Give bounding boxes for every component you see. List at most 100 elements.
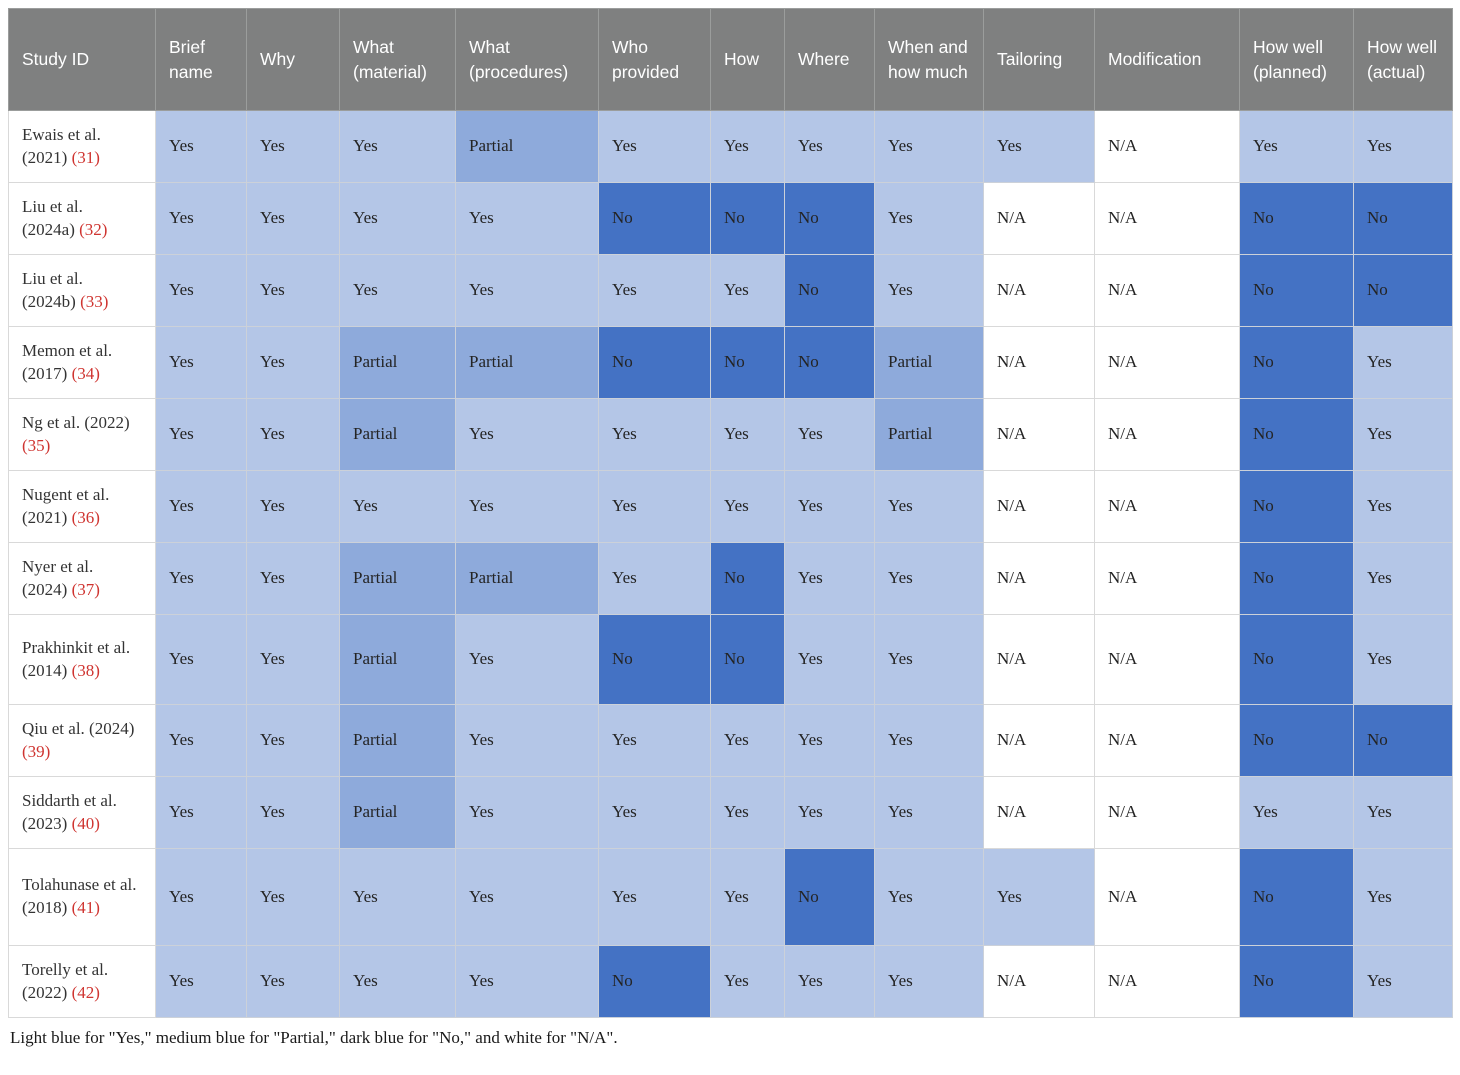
study-id-cell: Torelly et al. (2022) (42) <box>8 945 156 1018</box>
checklist-cell: Yes <box>246 182 340 255</box>
checklist-cell: Yes <box>874 776 984 849</box>
checklist-cell: Yes <box>155 110 247 183</box>
citation-number: (42) <box>71 982 100 1002</box>
study-id-cell: Memon et al. (2017) (34) <box>8 326 156 399</box>
column-header: Where <box>784 8 875 111</box>
study-name: Liu et al. (2024a) <box>22 196 83 239</box>
checklist-cell: N/A <box>983 254 1095 327</box>
checklist-cell: No <box>1353 254 1453 327</box>
table-row: Torelly et al. (2022) (42) Yes Yes Yes Yes No… <box>8 945 1453 1018</box>
checklist-cell: No <box>1239 326 1354 399</box>
table-row: Liu et al. (2024a) (32) Yes Yes Yes Yes No No N… <box>8 182 1453 255</box>
checklist-cell: Yes <box>155 614 247 705</box>
checklist-cell: N/A <box>1094 704 1240 777</box>
checklist-cell: Yes <box>983 110 1095 183</box>
checklist-cell: Yes <box>710 110 785 183</box>
checklist-cell: N/A <box>1094 182 1240 255</box>
checklist-cell: Yes <box>784 470 875 543</box>
checklist-cell: N/A <box>1094 398 1240 471</box>
checklist-cell: No <box>1239 848 1354 946</box>
checklist-cell: Yes <box>246 614 340 705</box>
study-name: Prakhinkit et al. (2014) <box>22 637 131 680</box>
column-header: Modification <box>1094 8 1240 111</box>
checklist-cell: Yes <box>246 254 340 327</box>
checklist-cell: N/A <box>983 470 1095 543</box>
column-header: What (material) <box>339 8 456 111</box>
checklist-cell: Yes <box>1239 110 1354 183</box>
checklist-cell: Partial <box>455 110 599 183</box>
study-id-cell: Ng et al. (2022) (35) <box>8 398 156 471</box>
checklist-cell: Yes <box>598 848 711 946</box>
checklist-cell: No <box>784 848 875 946</box>
checklist-cell: Yes <box>155 776 247 849</box>
citation-number: (40) <box>71 813 100 833</box>
checklist-cell: Yes <box>784 776 875 849</box>
checklist-cell: Yes <box>339 848 456 946</box>
column-header: Brief name <box>155 8 247 111</box>
checklist-cell: N/A <box>983 182 1095 255</box>
checklist-cell: No <box>710 614 785 705</box>
citation-number: (38) <box>71 660 100 680</box>
study-name: Tolahunase et al. (2018) <box>22 875 137 917</box>
checklist-cell: N/A <box>1094 254 1240 327</box>
checklist-cell: Yes <box>155 848 247 946</box>
checklist-cell: Yes <box>710 254 785 327</box>
checklist-cell: Yes <box>874 945 984 1018</box>
checklist-cell: Yes <box>1239 776 1354 849</box>
checklist-cell: Yes <box>874 704 984 777</box>
checklist-cell: Yes <box>1353 326 1453 399</box>
study-id-cell: Prakhinkit et al. (2014) (38) <box>8 614 156 705</box>
column-header: Tailoring <box>983 8 1095 111</box>
checklist-cell: No <box>710 182 785 255</box>
checklist-cell: Yes <box>246 945 340 1018</box>
checklist-cell: Yes <box>1353 776 1453 849</box>
study-id-cell: Siddarth et al. (2023) (40) <box>8 776 156 849</box>
checklist-cell: Yes <box>155 398 247 471</box>
checklist-cell: No <box>710 326 785 399</box>
checklist-cell: Yes <box>155 704 247 777</box>
study-id-cell: Liu et al. (2024b) (33) <box>8 254 156 327</box>
checklist-cell: No <box>1239 704 1354 777</box>
checklist-cell: Yes <box>874 542 984 615</box>
checklist-cell: N/A <box>1094 542 1240 615</box>
checklist-cell: Yes <box>455 470 599 543</box>
checklist-cell: Yes <box>246 542 340 615</box>
table-row: Qiu et al. (2024) (39) Yes Yes Partial Yes Ye… <box>8 704 1453 777</box>
checklist-cell: No <box>710 542 785 615</box>
checklist-cell: N/A <box>983 776 1095 849</box>
checklist-cell: Yes <box>455 614 599 705</box>
checklist-cell: No <box>1353 182 1453 255</box>
checklist-cell: No <box>598 614 711 705</box>
checklist-cell: Yes <box>710 848 785 946</box>
checklist-cell: Yes <box>710 945 785 1018</box>
checklist-cell: Yes <box>710 470 785 543</box>
table-row: Tolahunase et al. (2018) (41) Yes Yes Yes Ye… <box>8 848 1453 946</box>
checklist-cell: Partial <box>339 704 456 777</box>
checklist-cell: Yes <box>983 848 1095 946</box>
checklist-cell: Partial <box>455 542 599 615</box>
checklist-cell: Yes <box>246 398 340 471</box>
checklist-cell: Yes <box>874 110 984 183</box>
column-header: What (procedures) <box>455 8 599 111</box>
checklist-cell: Yes <box>246 848 340 946</box>
checklist-cell: Yes <box>710 776 785 849</box>
column-header: When and how much <box>874 8 984 111</box>
citation-number: (34) <box>71 363 100 383</box>
checklist-cell: Yes <box>246 110 340 183</box>
checklist-cell: Yes <box>784 704 875 777</box>
study-name: Nyer et al. (2024) <box>22 556 94 599</box>
study-name: Nugent et al. (2021) <box>22 484 110 527</box>
checklist-cell: No <box>1239 945 1354 1018</box>
checklist-cell: Yes <box>1353 110 1453 183</box>
checklist-cell: Yes <box>455 776 599 849</box>
checklist-cell: Yes <box>155 326 247 399</box>
checklist-cell: N/A <box>983 542 1095 615</box>
citation-number: (31) <box>71 147 100 167</box>
checklist-cell: Partial <box>339 614 456 705</box>
checklist-cell: Yes <box>598 254 711 327</box>
citation-number: (36) <box>71 507 100 527</box>
column-header: How well (actual) <box>1353 8 1453 111</box>
checklist-cell: N/A <box>983 326 1095 399</box>
checklist-cell: N/A <box>1094 848 1240 946</box>
table-row: Nyer et al. (2024) (37) Yes Yes Partial Part… <box>8 542 1453 615</box>
